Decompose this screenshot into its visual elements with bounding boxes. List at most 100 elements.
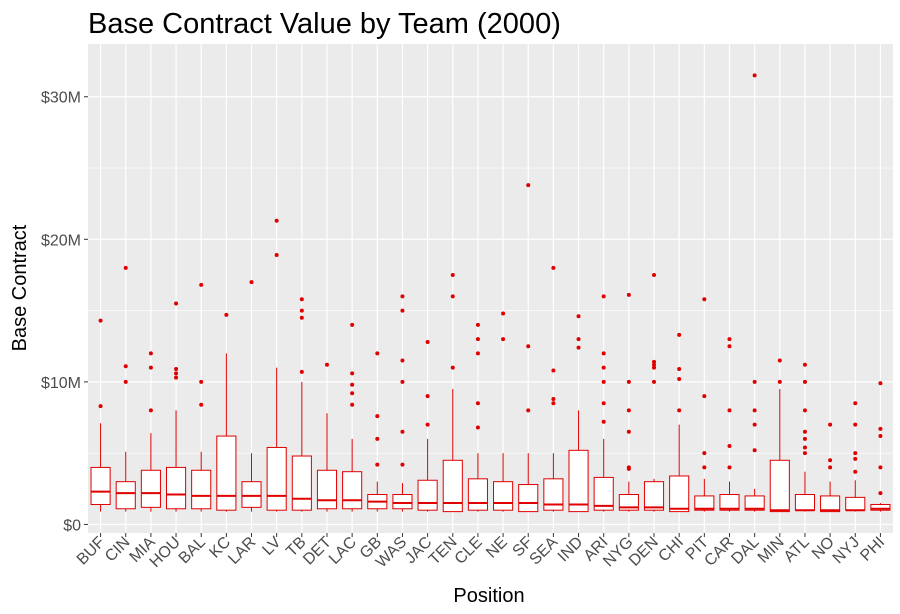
chart-title: Base Contract Value by Team (2000) [88,8,561,40]
outlier-point [878,491,883,496]
outlier-point [501,337,506,342]
box-iqr [493,481,514,511]
outlier-point [652,362,657,367]
outlier-point [802,429,807,434]
box-iqr [342,471,363,510]
box-atl [794,362,816,512]
box-nyj [845,401,866,512]
outlier-point [878,426,883,431]
outlier-point [652,379,657,384]
outlier-point [350,382,355,387]
box-iqr [115,481,136,510]
outlier-point [350,402,355,407]
outlier-point [853,422,858,427]
outlier-point [148,365,153,370]
box-iqr [744,495,765,511]
box-no [820,422,841,513]
box-iqr [769,459,790,513]
box-iqr [694,495,715,511]
outlier-point [802,451,807,456]
outlier-point [425,394,430,399]
box-iqr [820,495,841,513]
outlier-point [123,364,128,369]
box-car [719,337,740,512]
outlier-point [702,297,707,302]
box-lac [342,322,363,512]
outlier-point [123,265,128,270]
outlier-point [878,434,883,439]
outlier-point [475,337,480,342]
outlier-point [98,318,103,323]
box-iqr [643,481,665,511]
outlier-point [626,429,631,434]
box-iqr [568,449,589,513]
outlier-point [350,391,355,396]
outlier-point [199,402,204,407]
outlier-point [199,379,204,384]
outlier-point [601,351,606,356]
outlier-point [828,458,833,463]
box-iqr [291,455,312,511]
box-iqr [316,469,338,510]
outlier-point [752,448,757,453]
outlier-point [677,408,682,413]
outlier-point [853,401,858,406]
outlier-point [400,379,405,384]
y-tick-label: $20M [41,232,81,249]
x-tick-label: ATL [781,534,813,566]
outlier-point [375,462,380,467]
outlier-point [802,408,807,413]
outlier-point [174,371,179,376]
box-iqr [417,479,438,511]
outlier-point [174,301,179,306]
box-den [643,272,665,512]
box-iqr [794,494,816,511]
outlier-point [551,265,556,270]
outlier-point [677,377,682,382]
outlier-point [299,315,304,320]
box-chi [669,332,690,513]
box-iqr [140,469,161,508]
box-phi [870,381,891,512]
outlier-point [274,252,279,257]
y-tick-label: $0 [63,517,81,534]
box-was [392,294,413,512]
outlier-point [853,451,858,456]
outlier-point [878,465,883,470]
outlier-point [400,462,405,467]
outlier-point [526,344,531,349]
outlier-point [400,429,405,434]
outlier-point [98,404,103,409]
box-sea [543,265,564,512]
y-axis-title: Base Contract [9,224,31,351]
outlier-point [626,379,631,384]
box-min [769,358,790,513]
outlier-point [626,292,631,297]
x-axis-title: Position [453,585,524,607]
box-iqr [266,446,287,511]
outlier-point [526,408,531,413]
box-cle [467,322,488,512]
outlier-point [752,73,757,78]
x-tick-label: PHI [857,534,888,565]
box-lv [266,218,287,512]
x-tick-label: LAR [225,534,259,568]
box-cin [115,265,136,512]
outlier-point [274,218,279,223]
outlier-point [450,272,455,277]
outlier-point [652,365,657,370]
outlier-point [727,337,732,342]
outlier-point [727,444,732,449]
box-hou [165,301,187,512]
outlier-point [148,351,153,356]
outlier-point [475,322,480,327]
x-tick-label: CHI [655,534,687,566]
box-det [316,362,338,512]
box-iqr [618,494,639,511]
outlier-point [501,311,506,316]
outlier-point [828,465,833,470]
box-ne [493,311,514,512]
outlier-point [174,375,179,380]
outlier-point [601,379,606,384]
